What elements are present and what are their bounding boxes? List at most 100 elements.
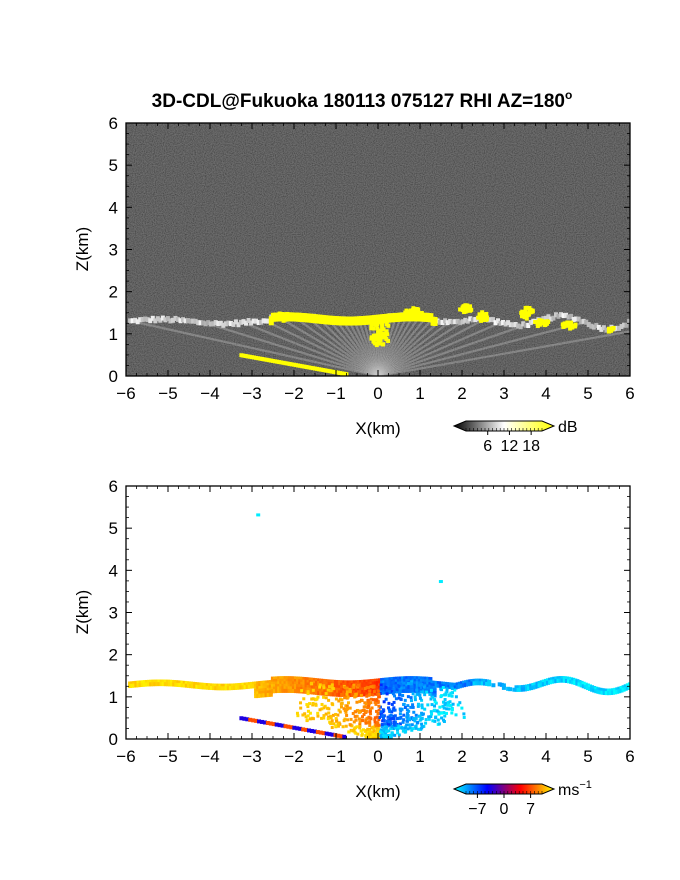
velocity-pixel — [322, 695, 326, 699]
velocity-pixel — [435, 709, 439, 713]
velocity-pixel — [289, 686, 294, 691]
velocity-pixel — [354, 692, 358, 696]
velocity-pixel — [216, 686, 221, 691]
echo-high — [522, 315, 527, 320]
velocity-pixel — [262, 688, 267, 693]
velocity-clutter — [254, 718, 259, 723]
velocity-pixel — [458, 701, 462, 705]
velocity-pixel — [394, 684, 399, 689]
velocity-pixel — [445, 682, 450, 687]
velocity-pixel — [567, 679, 571, 684]
velocity-pixel — [258, 683, 263, 688]
velocity-pixel — [428, 684, 433, 689]
velocity-pixel — [381, 710, 385, 714]
velocity-pixel — [604, 691, 609, 696]
echo-high — [377, 331, 382, 336]
velocity-pixel — [294, 689, 298, 694]
velocity-pixel — [392, 722, 396, 726]
velocity-pixel — [353, 730, 357, 734]
x-tick-label: −2 — [284, 747, 303, 766]
echo-clutter — [319, 367, 324, 372]
velocity-pixel — [398, 693, 402, 697]
velocity-pixel — [222, 683, 227, 688]
velocity-pixel — [422, 676, 427, 681]
velocity-pixel — [241, 682, 246, 687]
echo-clutter — [342, 371, 347, 376]
velocity-pixel — [300, 686, 305, 691]
echo-pixel — [158, 317, 163, 323]
velocity-pixel — [283, 688, 288, 693]
velocity-pixel — [334, 717, 338, 721]
echo-high — [540, 320, 545, 325]
velocity-pixel — [562, 676, 567, 681]
velocity-pixel — [474, 681, 479, 686]
velocity-pixel — [444, 691, 448, 695]
velocity-pixel — [617, 689, 622, 694]
velocity-pixel — [289, 676, 294, 681]
velocity-pixel — [401, 720, 405, 724]
velocity-pixel — [308, 687, 313, 692]
velocity-pixel — [348, 682, 353, 687]
velocity-pixel — [569, 677, 574, 682]
velocity-pixel — [539, 682, 544, 687]
velocity-pixel — [372, 690, 376, 694]
velocity-pixel — [302, 679, 307, 684]
echo-spoke — [377, 320, 440, 376]
echo-high — [545, 319, 550, 324]
echo-pixel — [138, 317, 143, 323]
velocity-pixel — [392, 687, 396, 691]
echo-spoke — [376, 317, 388, 376]
velocity-pixel — [358, 724, 362, 728]
velocity-pixel — [308, 702, 312, 706]
velocity-pixel — [357, 692, 361, 697]
echo-pixel — [150, 315, 155, 321]
velocity-pixel — [363, 687, 367, 691]
velocity-pixel — [416, 704, 420, 708]
velocity-pixel — [378, 705, 382, 709]
velocity-pixel — [264, 688, 269, 693]
velocity-clutter — [295, 726, 300, 731]
echo-pixel — [148, 318, 153, 324]
velocity-pixel — [358, 700, 362, 704]
velocity-pixel — [270, 681, 275, 686]
velocity-pixel — [149, 679, 154, 684]
velocity-pixel — [401, 686, 406, 691]
velocity-pixel — [462, 680, 466, 685]
velocity-clutter — [336, 733, 341, 738]
velocity-pixel — [170, 682, 175, 687]
velocity-pixel — [409, 686, 414, 691]
echo-pixel — [468, 316, 473, 322]
echo-high — [463, 309, 468, 314]
velocity-pixel — [428, 677, 433, 682]
velocity-pixel — [585, 683, 590, 688]
velocity-pixel — [411, 692, 415, 696]
velocity-pixel — [163, 682, 168, 687]
x-tick-label: −3 — [242, 384, 261, 403]
velocity-pixel — [298, 676, 303, 681]
velocity-pixel — [364, 718, 368, 722]
velocity-pixel — [315, 678, 319, 683]
velocity-pixel — [369, 712, 373, 716]
echo-clutter — [262, 357, 267, 362]
velocity-pixel — [430, 712, 434, 716]
velocity-pixel — [352, 687, 357, 692]
velocity-pixel — [279, 681, 284, 686]
velocity-pixel — [447, 682, 452, 687]
velocity-pixel — [285, 678, 290, 683]
echo-clutter — [298, 363, 303, 368]
velocity-pixel — [401, 678, 406, 683]
velocity-pixel — [592, 685, 597, 690]
velocity-pixel — [334, 697, 338, 701]
echo-high — [277, 316, 282, 321]
velocity-pixel — [291, 676, 296, 681]
velocity-pixel — [334, 712, 338, 716]
velocity-pixel — [323, 679, 328, 684]
velocity-pixel — [327, 715, 331, 719]
echo-spoke — [376, 315, 398, 376]
velocity-pixel — [262, 685, 267, 690]
velocity-pixel — [199, 685, 204, 690]
echo-high — [484, 314, 489, 319]
velocity-pixel — [319, 691, 324, 696]
velocity-pixel — [625, 685, 630, 690]
